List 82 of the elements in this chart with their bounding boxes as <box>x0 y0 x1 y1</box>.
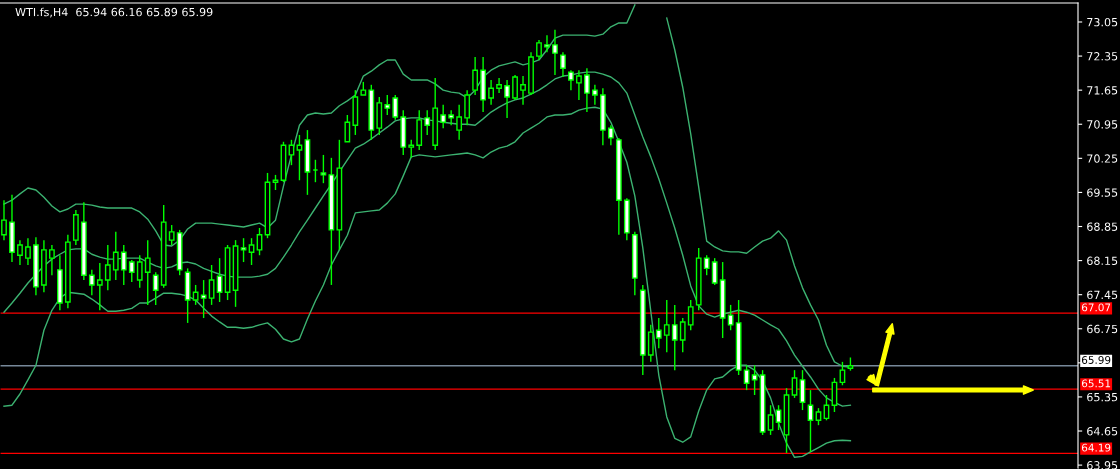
line-series <box>3 106 852 459</box>
candlestick <box>504 79 510 119</box>
candlestick <box>448 109 455 126</box>
candlestick <box>248 237 255 266</box>
candlestick <box>128 259 135 283</box>
y-tick-label: 67.45 <box>1087 290 1118 300</box>
candlestick <box>839 361 846 386</box>
candlestick <box>17 239 23 266</box>
candlestick <box>88 269 95 296</box>
candlestick <box>496 77 502 94</box>
candlestick <box>584 67 590 113</box>
candlestick <box>751 364 758 396</box>
candlestick <box>320 154 327 184</box>
candlestick <box>192 284 199 306</box>
y-tick-label: 70.25 <box>1087 154 1118 163</box>
candlestick <box>576 69 582 101</box>
candlestick <box>168 224 175 246</box>
candlestick <box>607 124 614 146</box>
candlestick <box>520 75 526 106</box>
y-tick-label: 68.15 <box>1087 256 1118 265</box>
chart-title: WTI.fs,H4 65.94 66.16 65.89 65.99 <box>15 7 213 18</box>
ref-line-label: 65.51 <box>1081 379 1111 388</box>
candlestick <box>775 404 782 431</box>
candlestick <box>592 84 598 106</box>
candlestick <box>552 29 558 76</box>
candlestick <box>288 139 295 166</box>
candlestick <box>144 239 151 306</box>
candlestick <box>424 109 431 136</box>
candlestick <box>647 324 654 363</box>
line-series <box>3 71 852 407</box>
candlestick <box>767 404 774 436</box>
candlestick <box>544 34 550 53</box>
candlestick <box>568 69 574 91</box>
candlestick <box>655 317 662 349</box>
ref-line-label: 67.07 <box>1081 303 1111 312</box>
candlestick <box>440 104 447 129</box>
candlestick <box>136 254 143 289</box>
y-tick-label: 65.35 <box>1087 392 1118 402</box>
candlestick <box>791 369 798 399</box>
candlestick <box>344 114 351 143</box>
candlestick <box>671 304 678 371</box>
y-tick-label: 70.95 <box>1087 120 1118 129</box>
candlestick <box>536 39 542 61</box>
candlestick <box>392 94 399 121</box>
candlestick <box>408 139 415 159</box>
candlestick <box>679 317 686 353</box>
candlestick <box>112 231 119 281</box>
y-tick-label: 63.95 <box>1087 461 1118 469</box>
y-tick-label: 66.75 <box>1087 324 1118 334</box>
candlestick <box>240 237 247 263</box>
candlestick <box>200 279 207 319</box>
y-tick-label: 71.65 <box>1087 86 1118 95</box>
ref-line-label: 64.19 <box>1081 443 1111 452</box>
candlestick <box>49 244 55 276</box>
candlestick <box>703 254 710 276</box>
candlestick <box>711 257 718 286</box>
candlestick <box>727 304 734 331</box>
y-tick-label: 72.35 <box>1087 52 1118 61</box>
y-tick-label: 73.05 <box>1087 17 1118 27</box>
candlestick <box>456 104 463 141</box>
candlestick <box>512 74 518 101</box>
candlestick <box>384 94 391 116</box>
candlestick <box>663 299 670 353</box>
candlestick <box>687 299 694 331</box>
candlestick <box>104 244 111 291</box>
candlestick <box>743 364 750 391</box>
candlestick <box>25 237 31 266</box>
y-tick-label: 68.85 <box>1087 222 1118 231</box>
candlestick <box>472 56 479 96</box>
candlestick <box>256 227 263 256</box>
y-tick-label: 64.65 <box>1087 426 1118 436</box>
candlestick <box>464 89 471 126</box>
candlestick <box>96 262 103 311</box>
ref-line-label: 65.99 <box>1081 356 1111 364</box>
candlestick <box>216 257 223 303</box>
candlestick <box>296 134 303 181</box>
candlestick <box>208 264 215 306</box>
y-tick-label: 69.55 <box>1087 188 1118 197</box>
candlestick <box>488 79 494 106</box>
candlestick <box>152 271 159 306</box>
candlestick <box>120 244 127 286</box>
candlestick <box>560 51 566 78</box>
